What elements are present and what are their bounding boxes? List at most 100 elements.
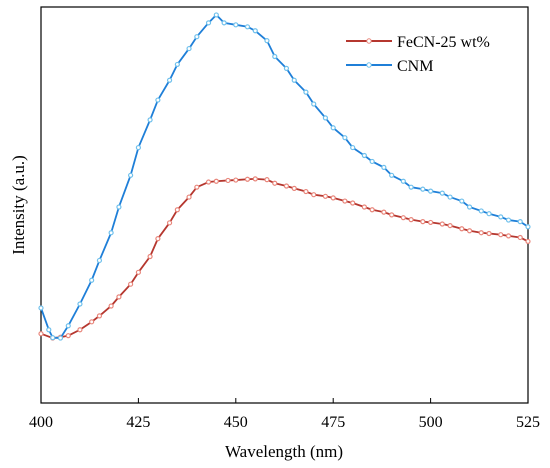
- data-point: [233, 22, 239, 28]
- data-point: [272, 53, 278, 60]
- data-point: [194, 184, 200, 190]
- series-line: [40, 14, 529, 339]
- data-point: [428, 219, 434, 226]
- legend-label-fecn: FeCN-25 wt%: [397, 34, 490, 51]
- data-point: [311, 101, 317, 107]
- data-point: [291, 77, 297, 83]
- data-point: [389, 172, 395, 178]
- data-point: [116, 294, 122, 300]
- data-point: [420, 219, 426, 225]
- data-point: [77, 327, 83, 333]
- data-point: [155, 97, 161, 103]
- series-0: [38, 176, 531, 341]
- data-point: [342, 198, 348, 204]
- data-point: [408, 217, 414, 223]
- data-point: [186, 45, 192, 52]
- data-point: [135, 144, 141, 151]
- data-point: [221, 20, 227, 26]
- data-point: [361, 204, 367, 210]
- series-layer: [38, 12, 531, 341]
- data-point: [291, 185, 297, 191]
- legend-item-cnm: CNM: [346, 58, 433, 75]
- x-tick-label: 400: [29, 414, 53, 431]
- data-point: [369, 207, 375, 213]
- series-line: [40, 177, 529, 339]
- data-point: [194, 34, 200, 40]
- data-point: [350, 200, 356, 206]
- data-point: [205, 179, 212, 185]
- data-point: [128, 281, 134, 287]
- data-point: [135, 269, 141, 275]
- legend-item-fecn: FeCN-25 wt%: [346, 34, 490, 51]
- data-point: [303, 89, 309, 95]
- data-point: [128, 172, 134, 178]
- series-1: [38, 12, 531, 341]
- data-point: [330, 125, 336, 131]
- data-point: [108, 303, 114, 309]
- data-point: [57, 335, 64, 341]
- x-tick-label: 450: [224, 414, 248, 431]
- data-point: [65, 333, 71, 339]
- data-point: [428, 188, 434, 194]
- data-point: [330, 195, 336, 201]
- data-point: [272, 180, 278, 186]
- data-point: [213, 12, 219, 18]
- data-point: [77, 301, 83, 307]
- x-tick-label: 500: [419, 414, 443, 431]
- data-point: [174, 207, 180, 213]
- data-point: [147, 253, 153, 260]
- data-point: [244, 176, 251, 182]
- data-point: [400, 215, 406, 221]
- data-point: [96, 257, 103, 264]
- data-point: [252, 28, 258, 34]
- data-point: [381, 209, 387, 215]
- data-point: [400, 178, 406, 184]
- data-point: [505, 233, 512, 239]
- data-point: [466, 228, 473, 234]
- data-point: [322, 193, 329, 199]
- data-point: [525, 238, 531, 245]
- data-point: [517, 219, 523, 225]
- data-point: [213, 178, 219, 184]
- data-point: [155, 236, 161, 242]
- data-point: [420, 186, 426, 192]
- data-point: [311, 192, 317, 198]
- data-point: [525, 224, 531, 230]
- data-point: [486, 230, 492, 237]
- data-point: [369, 158, 375, 165]
- x-tick-label: 475: [321, 414, 345, 431]
- data-point: [486, 211, 492, 217]
- data-point: [381, 164, 387, 170]
- data-point: [498, 232, 504, 238]
- data-point: [50, 335, 56, 341]
- data-point: [283, 65, 290, 71]
- data-point: [252, 176, 258, 182]
- data-point: [498, 214, 504, 220]
- x-tick-label: 425: [126, 414, 150, 431]
- data-point: [65, 323, 71, 329]
- data-point: [478, 208, 484, 214]
- data-point: [89, 277, 95, 283]
- legend-marker-fecn: [366, 38, 372, 44]
- x-tick-label: 525: [516, 414, 540, 431]
- data-point: [108, 230, 114, 236]
- data-point: [478, 230, 484, 236]
- y-axis-title: Intensity (a.u.): [9, 155, 28, 255]
- data-point: [186, 194, 192, 200]
- data-point: [505, 217, 512, 223]
- data-point: [408, 184, 414, 190]
- data-point: [38, 305, 44, 311]
- data-point: [350, 144, 356, 151]
- legend: FeCN-25 wt% CNM: [346, 34, 490, 75]
- data-point: [96, 313, 103, 319]
- data-point: [264, 177, 270, 183]
- data-point: [46, 327, 52, 333]
- data-point: [447, 194, 453, 200]
- data-point: [283, 183, 290, 189]
- data-point: [517, 234, 523, 241]
- data-point: [361, 152, 367, 159]
- data-point: [244, 24, 251, 30]
- data-point: [166, 220, 173, 226]
- data-point: [225, 177, 231, 184]
- data-point: [322, 115, 329, 121]
